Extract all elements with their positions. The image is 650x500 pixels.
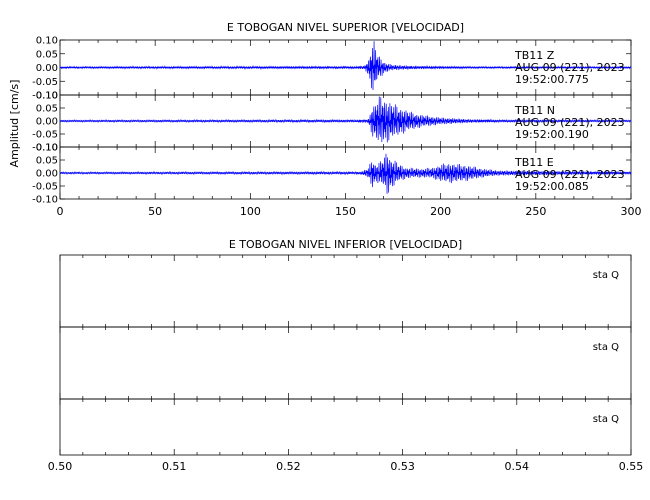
chart-title-1: E TOBOGAN NIVEL SUPERIOR [VELOCIDAD] [227, 21, 464, 34]
y-tick-label: 0.05 [36, 104, 58, 115]
waveform-series-3 [59, 153, 632, 194]
x-tick-label: 0.53 [390, 460, 415, 473]
y-axis-label: Amplitud [cm/s] [8, 80, 21, 168]
panel-frame [59, 254, 632, 328]
y-tick-label: -0.10 [32, 143, 58, 154]
y-tick-label: 0.00 [36, 117, 58, 128]
station-label-2: sta Q [593, 342, 619, 353]
y-tick-label: -0.05 [32, 182, 58, 193]
station-label-2-3: 19:52:00.190 [515, 128, 589, 141]
panel-2-2 [59, 326, 632, 400]
station-label-1-3: 19:52:00.775 [515, 73, 589, 86]
y-tick-label: 0.05 [36, 156, 58, 167]
y-tick-label: -0.10 [32, 195, 58, 206]
waveform-series-1 [59, 41, 632, 90]
x-tick-label: 150 [335, 205, 356, 218]
station-label-3-1: TB11 E [514, 156, 554, 169]
panel-2-1 [59, 254, 632, 328]
x-tick-label: 0.54 [505, 460, 530, 473]
x-tick-label: 50 [148, 205, 162, 218]
x-tick-label: 300 [621, 205, 642, 218]
y-tick-label: -0.10 [32, 91, 58, 102]
y-tick-label: -0.05 [32, 77, 58, 88]
station-label-3-3: 19:52:00.085 [515, 180, 589, 193]
station-label-2-1: TB11 N [514, 104, 555, 117]
panel-frame [59, 398, 632, 456]
panel-1-3 [59, 146, 632, 200]
y-tick-label: 0.00 [36, 63, 58, 74]
y-tick-label: 0.05 [36, 49, 58, 60]
panel-2-3 [59, 398, 632, 456]
x-tick-label: 0.55 [619, 460, 644, 473]
chart-title-2: E TOBOGAN NIVEL INFERIOR [VELOCIDAD] [229, 238, 462, 251]
waveform-series-2 [59, 96, 632, 143]
y-tick-label: 0.10 [36, 143, 58, 154]
y-tick-label: 0.10 [36, 36, 58, 47]
station-label-3-2: AUG 09 (221), 2023 [515, 168, 625, 181]
y-tick-label: 0.00 [36, 169, 58, 180]
panel-frame [59, 326, 632, 400]
x-tick-label: 250 [525, 205, 546, 218]
y-tick-label: -0.05 [32, 130, 58, 141]
x-tick-label: 100 [240, 205, 261, 218]
x-tick-label: 200 [430, 205, 451, 218]
x-tick-label: 0.51 [162, 460, 187, 473]
station-label-2-2: AUG 09 (221), 2023 [515, 116, 625, 129]
station-label-1-2: AUG 09 (221), 2023 [515, 61, 625, 74]
x-tick-label: 0 [57, 205, 64, 218]
x-tick-label: 0.50 [48, 460, 73, 473]
x-tick-label: 0.52 [276, 460, 301, 473]
station-label-1: sta Q [593, 270, 619, 281]
y-tick-label: 0.10 [36, 91, 58, 102]
station-label-1-1: TB11 Z [514, 49, 555, 62]
station-label-3: sta Q [593, 414, 619, 425]
